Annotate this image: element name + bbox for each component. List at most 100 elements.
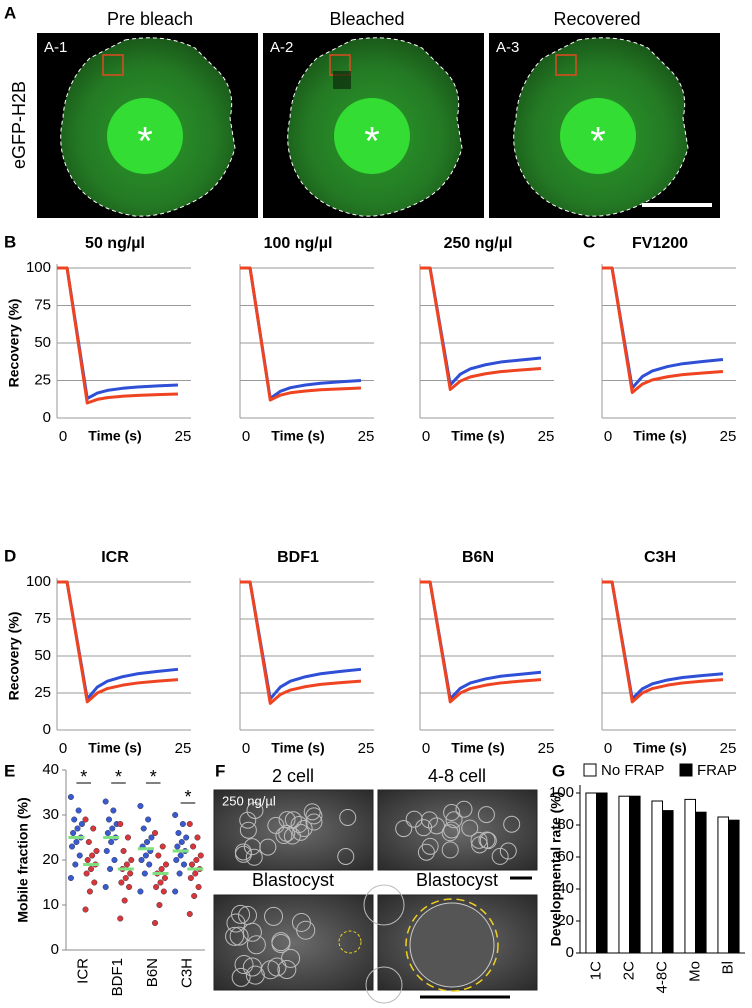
embryo [405,810,423,828]
dot [137,888,144,895]
dot [174,843,181,850]
dot [180,861,187,868]
panel-label: C [583,232,595,251]
bar [684,798,697,954]
x-tick-label: 0 [242,428,250,445]
legend-swatch [583,763,597,777]
y-tick-label: 50 [34,647,51,664]
dot [102,798,109,805]
dot [78,821,85,828]
embryo [470,831,488,849]
dot [153,884,160,891]
dot [156,902,163,909]
x-tick-label: BDF1 [109,958,126,996]
embryo [234,845,252,863]
x-tick-label: C3H [179,958,196,988]
embryo [461,819,479,837]
dot [146,861,153,868]
series-line [57,266,179,400]
embryo [441,824,459,842]
y-tick-label: 100 [26,573,51,590]
nucleolus-marker: * [364,120,380,164]
embryo [479,832,497,850]
highlight [338,930,362,954]
series-line [57,266,179,405]
x-tick-label: 4-8C [653,961,670,994]
x-tick-label: 1C [587,961,604,980]
embryo [277,960,297,980]
dot [91,879,98,886]
dot [90,825,97,832]
embryo [225,926,245,946]
dot [142,852,149,859]
dot [186,911,193,918]
y-tick-label: 60 [557,848,574,865]
panel-label: F [215,761,225,780]
embryo [246,802,264,820]
dot [144,839,151,846]
panel-label: D [4,546,16,565]
dot [109,825,116,832]
dot [69,843,76,850]
bleach-spot [333,71,351,89]
x-tick-label: 25 [175,740,192,757]
embryo [303,803,321,821]
embryo [295,820,313,838]
y-tick-label: 25 [34,371,51,388]
significance-label: * [115,767,122,787]
panel-labels: A B C D E F G [4,3,595,780]
nucleolus-marker: * [590,120,606,164]
dot [88,866,95,873]
embryo [305,807,323,825]
embryo [242,922,262,942]
dot [111,857,118,864]
x-tick-label: Mo [686,961,703,982]
dot [172,812,179,819]
x-axis-label: Time (s) [88,428,141,444]
embryo [443,804,461,822]
bar [728,819,740,954]
dot [75,807,82,814]
x-tick-label: 25 [538,740,555,757]
dot [148,834,155,841]
chart-title: C3H [644,549,676,566]
dot [145,816,152,823]
embryo [267,957,287,977]
y-tick-label: 25 [34,684,51,701]
y-tick-label: 20 [42,851,59,868]
image-label: A-3 [496,39,519,56]
series-line [420,266,542,387]
embryo [415,819,433,837]
series-line [420,580,542,704]
dot [152,830,159,837]
dot [160,888,167,895]
x-tick-label: 0 [422,428,430,445]
x-axis-label: Time (s) [633,740,686,756]
embryo [242,957,262,977]
embryo [245,848,263,866]
dot [105,816,112,823]
embryo [281,948,301,968]
series-line [602,266,724,394]
y-tick-label: 0 [43,721,51,738]
dot [183,834,190,841]
y-tick-label: 0 [566,944,574,961]
dot [86,888,93,895]
dot [83,870,90,877]
x-tick-label: 2C [620,961,637,980]
dot [128,857,135,864]
bar [651,800,664,954]
dot [120,848,127,855]
embryo [231,967,251,987]
y-tick-label: 40 [42,761,59,778]
bar [585,792,598,954]
dot [82,906,89,913]
dot [157,879,164,886]
embryo [428,817,446,835]
x-axis-label: Time (s) [451,428,504,444]
x-tick-label: 0 [59,428,67,445]
x-tick-label: 25 [358,428,375,445]
embryo [395,820,413,838]
dot [121,897,128,904]
x-tick-label: 0 [422,740,430,757]
